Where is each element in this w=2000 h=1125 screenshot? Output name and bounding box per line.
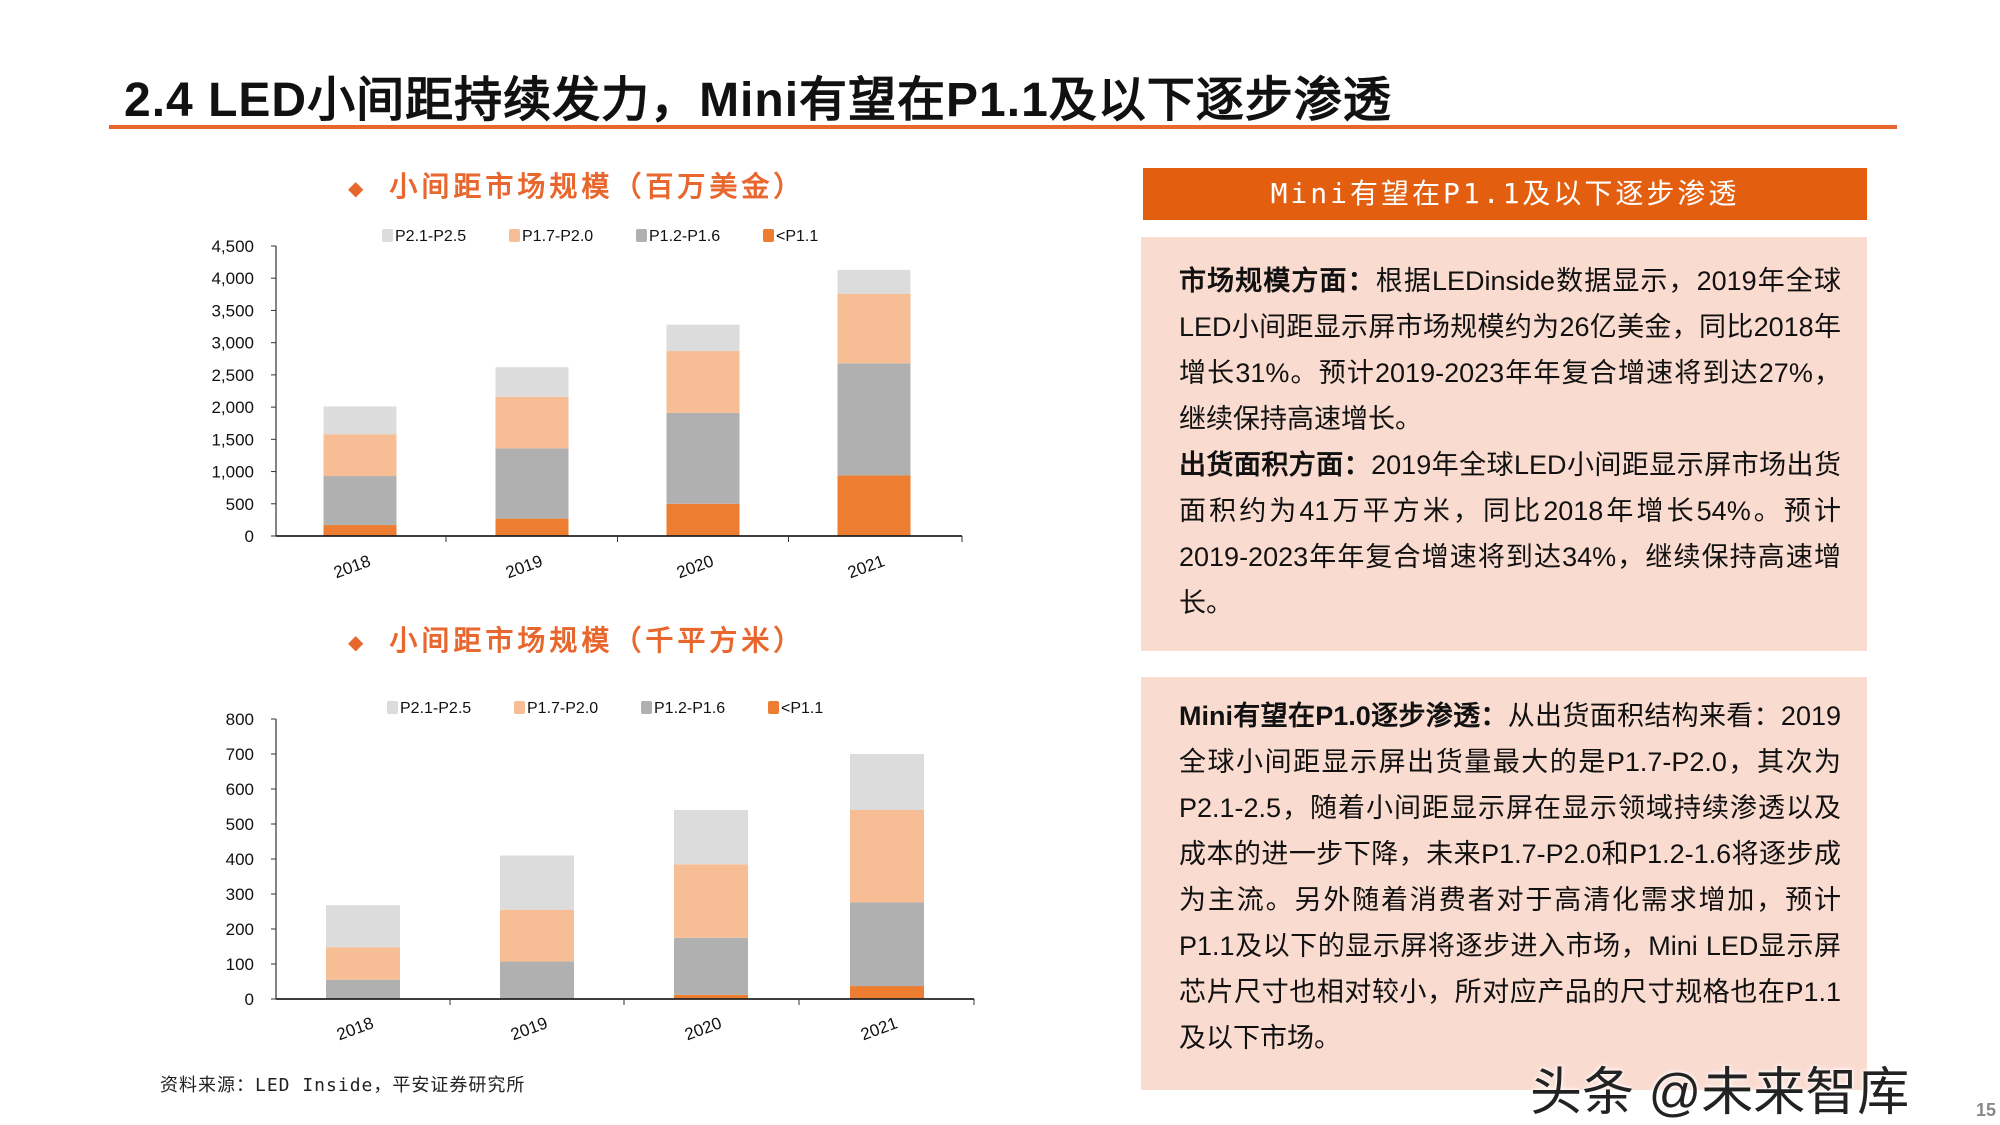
x-tick-label: 2021 <box>858 1013 900 1044</box>
bar-p1-2-p1-6-2020 <box>666 412 740 504</box>
bar-p2-1-p2-5-2020 <box>674 810 748 865</box>
y-tick-label: 0 <box>245 527 254 546</box>
page-number: 15 <box>1976 1100 1997 1120</box>
bar-p2-1-p2-5-2019 <box>495 367 569 397</box>
bar-p1-7-p2-0-2020 <box>666 351 740 413</box>
bar-p1-7-p2-0-2020 <box>674 864 748 938</box>
mini-led-text: 从出货面积结构来看：2019全球小间距显示屏出货量最大的是P1.7-P2.0，其… <box>1179 701 1841 1053</box>
legend-swatch <box>641 701 652 714</box>
bar-p1-7-p2-0-2021 <box>837 293 911 364</box>
bar-p1-7-p2-0-2018 <box>326 947 400 980</box>
x-tick-label: 2019 <box>508 1013 550 1044</box>
y-tick-label: 2,000 <box>211 398 254 417</box>
mini-led-paragraph: Mini有望在P1.0逐步渗透：从出货面积结构来看：2019全球小间距显示屏出货… <box>1179 693 1841 1061</box>
shipment-area-paragraph: 出货面积方面：2019年全球LED小间距显示屏市场出货面积约为41万平方米，同比… <box>1179 442 1841 626</box>
diamond-bullet-icon: ◆ <box>348 632 368 655</box>
legend-label: <P1.1 <box>776 228 818 245</box>
bar-p2-1-p2-5-2021 <box>837 269 911 294</box>
x-tick-label: 2018 <box>334 1013 376 1044</box>
bar-p1-7-p2-0-2018 <box>323 434 397 477</box>
bar-p1-7-p2-0-2021 <box>850 810 924 903</box>
legend-label: P2.1-P2.5 <box>395 228 466 245</box>
y-tick-label: 100 <box>226 955 254 974</box>
panel-header: Mini有望在P1.1及以下逐步渗透 <box>1143 168 1867 220</box>
x-tick-label: 2019 <box>503 551 545 582</box>
y-tick-label: 500 <box>226 815 254 834</box>
x-tick-label: 2021 <box>845 551 887 582</box>
legend-label: P1.7-P2.0 <box>527 700 598 717</box>
legend-label: <P1.1 <box>781 700 823 717</box>
bar-p1-7-p2-0-2019 <box>495 396 569 449</box>
legend-swatch <box>636 229 647 242</box>
legend-label: P1.2-P1.6 <box>654 700 725 717</box>
market-size-text: 根据LEDinside数据显示，2019年全球LED小间距显示屏市场规模约为26… <box>1179 266 1842 434</box>
y-tick-label: 200 <box>226 920 254 939</box>
bar-p2-1-p2-5-2020 <box>666 324 740 352</box>
x-tick-label: 2020 <box>674 551 716 582</box>
y-tick-label: 700 <box>226 745 254 764</box>
bar-p1-1-2021 <box>837 475 911 536</box>
y-tick-label: 600 <box>226 780 254 799</box>
legend-label: P2.1-P2.5 <box>400 700 471 717</box>
shipment-area-label: 出货面积方面： <box>1179 450 1372 480</box>
y-tick-label: 3,500 <box>211 301 254 320</box>
y-tick-label: 300 <box>226 885 254 904</box>
bar-p1-7-p2-0-2019 <box>500 909 574 962</box>
market-size-box: 市场规模方面：根据LEDinside数据显示，2019年全球LED小间距显示屏市… <box>1141 237 1867 651</box>
legend-label: P1.2-P1.6 <box>649 228 720 245</box>
y-tick-label: 0 <box>245 990 254 1009</box>
y-tick-label: 3,000 <box>211 334 254 353</box>
legend-swatch <box>768 701 779 714</box>
legend-swatch <box>382 229 393 242</box>
chart2-heading: ◆ 小间距市场规模（千平方米） <box>348 619 805 659</box>
y-tick-label: 800 <box>226 710 254 729</box>
watermark: 头条 @未来智库 <box>1530 1064 1910 1122</box>
title-divider <box>109 125 1897 129</box>
x-tick-label: 2018 <box>331 551 373 582</box>
legend-swatch <box>514 701 525 714</box>
y-tick-label: 2,500 <box>211 366 254 385</box>
y-tick-label: 4,000 <box>211 269 254 288</box>
bar-p1-1-2018 <box>323 525 397 536</box>
market-size-paragraph: 市场规模方面：根据LEDinside数据显示，2019年全球LED小间距显示屏市… <box>1179 258 1841 442</box>
legend-swatch <box>763 229 774 242</box>
bar-p1-2-p1-6-2018 <box>326 979 400 999</box>
legend-swatch <box>387 701 398 714</box>
bar-p2-1-p2-5-2018 <box>326 905 400 948</box>
source-note: 资料来源：LED Inside，平安证券研究所 <box>160 1075 526 1096</box>
y-tick-label: 500 <box>226 495 254 514</box>
bar-p1-1-2021 <box>850 986 924 999</box>
shipment-area-text: 2019年全球LED小间距显示屏市场出货面积约为41万平方米，同比2018年增长… <box>1179 450 1841 618</box>
bar-p1-1-2019 <box>495 518 569 536</box>
x-tick-label: 2020 <box>682 1013 724 1044</box>
y-tick-label: 4,500 <box>211 237 254 256</box>
bar-p1-1-2020 <box>666 503 740 536</box>
y-tick-label: 400 <box>226 850 254 869</box>
bar-p1-2-p1-6-2018 <box>323 476 397 526</box>
bar-p2-1-p2-5-2021 <box>850 754 924 810</box>
bar-p1-1-2020 <box>674 994 748 999</box>
chart1-heading: ◆ 小间距市场规模（百万美金） <box>348 165 805 205</box>
bar-p2-1-p2-5-2018 <box>323 406 397 435</box>
chart2-title: 小间距市场规模（千平方米） <box>389 625 806 656</box>
market-size-label: 市场规模方面： <box>1179 266 1376 296</box>
diamond-bullet-icon: ◆ <box>348 178 368 201</box>
y-tick-label: 1,000 <box>211 463 254 482</box>
page-title: 2.4 LED小间距持续发力，Mini有望在P1.1及以下逐步渗透 <box>124 74 1392 127</box>
y-tick-label: 1,500 <box>211 430 254 449</box>
bar-p1-2-p1-6-2019 <box>495 448 569 519</box>
legend-swatch <box>509 229 520 242</box>
legend-label: P1.7-P2.0 <box>522 228 593 245</box>
bar-p1-2-p1-6-2019 <box>500 961 574 999</box>
bar-p2-1-p2-5-2019 <box>500 855 574 910</box>
mini-led-box: Mini有望在P1.0逐步渗透：从出货面积结构来看：2019全球小间距显示屏出货… <box>1141 677 1867 1090</box>
chart1-title: 小间距市场规模（百万美金） <box>389 171 806 202</box>
mini-led-label: Mini有望在P1.0逐步渗透： <box>1179 701 1508 731</box>
bar-p1-2-p1-6-2020 <box>674 937 748 995</box>
bar-p1-2-p1-6-2021 <box>837 363 911 476</box>
bar-p1-2-p1-6-2021 <box>850 902 924 987</box>
